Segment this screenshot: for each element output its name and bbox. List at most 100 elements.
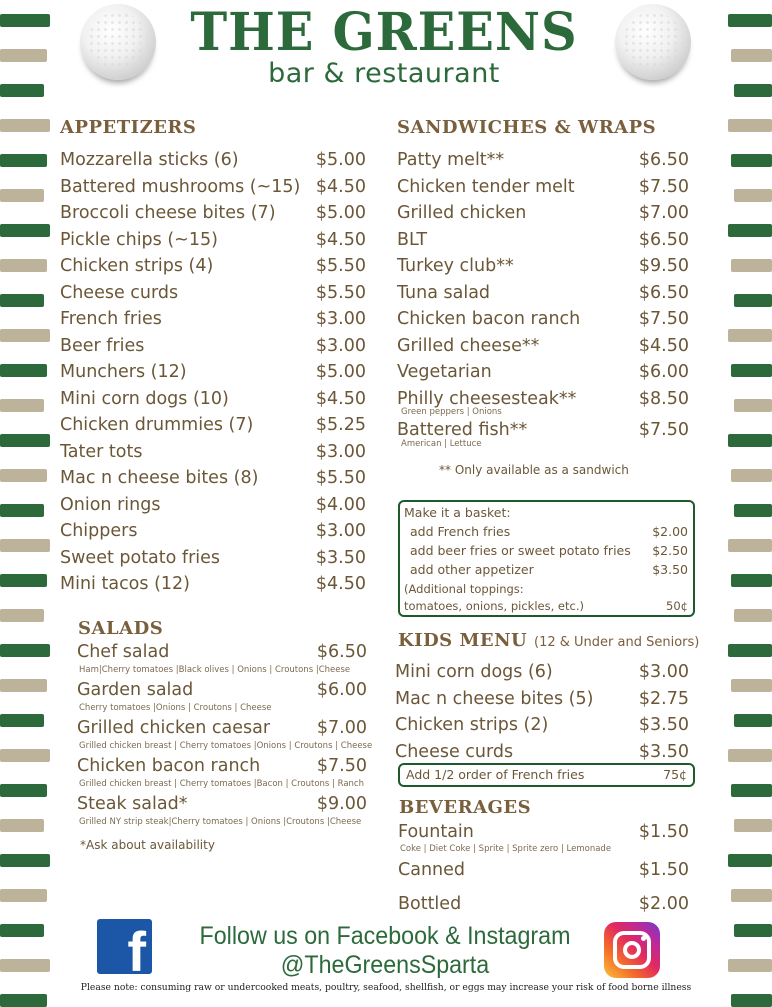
- item-name: Mac n cheese bites (8): [60, 468, 259, 488]
- menu-item: Chippers $3.00: [60, 518, 366, 545]
- menu-item: French fries $3.00: [60, 306, 366, 333]
- stripe-decoration: [728, 854, 772, 867]
- item-description: Green peppers | Onions: [401, 407, 502, 417]
- item-name: Fountain: [398, 822, 474, 842]
- menu-item-row: Chicken drummies (7) $5.25: [60, 412, 366, 439]
- menu-item-row: Grilled chicken $7.00: [397, 200, 689, 227]
- menu-item: Onion rings $4.00: [60, 492, 366, 519]
- menu-item-row: Grilled chicken caesar $7.00: [77, 716, 367, 740]
- menu-item: Chicken bacon ranch $7.50: [397, 306, 689, 333]
- item-price: $3.50: [652, 562, 688, 577]
- stripe-decoration: [734, 189, 772, 202]
- stripe-decoration: [731, 994, 772, 1007]
- salads-heading: SALADS: [78, 618, 164, 639]
- menu-item-row: Vegetarian $6.00: [397, 359, 689, 386]
- restaurant-title: THE GREENS: [190, 2, 578, 63]
- sandwiches-heading: SANDWICHES & WRAPS: [397, 117, 657, 138]
- item-price: $4.50: [315, 574, 366, 594]
- menu-item-row: Fountain $1.50: [398, 820, 689, 844]
- menu-item: Steak salad* $9.00 Grilled NY strip steak|…: [77, 792, 367, 828]
- item-price: $3.00: [315, 441, 366, 462]
- item-price: $3.50: [315, 547, 366, 568]
- item-name: Mini corn dogs (6): [395, 662, 553, 682]
- item-name: Steak salad*: [77, 794, 188, 814]
- decorative-stripes-right: [728, 0, 772, 1007]
- menu-item-row: Bottled $2.00: [398, 892, 689, 916]
- stripe-decoration: [734, 714, 772, 727]
- item-name: Philly cheesesteak**: [397, 388, 577, 409]
- item-name: Battered mushrooms (~15): [60, 176, 301, 197]
- social-follow: Follow us on Facebook & Instagram @TheGr…: [185, 922, 585, 980]
- stripe-decoration: [731, 679, 772, 692]
- stripe-decoration: [0, 924, 44, 937]
- menu-item: Battered fish** $7.50 American | Lettuce: [397, 417, 689, 449]
- stripe-decoration: [731, 259, 772, 272]
- stripe-decoration: [0, 259, 47, 272]
- item-description: Coke | Diet Coke | Sprite | Sprite zero …: [400, 844, 612, 854]
- menu-item-row: BLT $6.50: [397, 227, 689, 254]
- social-handle[interactable]: @TheGreensSparta: [280, 951, 490, 979]
- item-price: $7.00: [316, 718, 367, 738]
- menu-item: Mac n cheese bites (5) $2.75: [395, 686, 689, 713]
- item-description: Grilled NY strip steak|Cherry tomatoes |…: [79, 817, 362, 827]
- stripe-decoration: [0, 994, 47, 1007]
- stripe-decoration: [0, 154, 47, 167]
- stripe-decoration: [0, 959, 50, 972]
- stripe-decoration: [0, 434, 50, 447]
- stripe-decoration: [0, 784, 47, 797]
- stripe-decoration: [0, 329, 50, 342]
- item-name: Vegetarian: [397, 362, 492, 382]
- menu-item-row: add beer fries or sweet potato fries $2.5…: [404, 541, 688, 560]
- item-name: Chicken strips (2): [395, 715, 549, 735]
- menu-item-row: Sweet potato fries $3.50: [60, 545, 366, 572]
- stripe-decoration: [734, 84, 772, 97]
- menu-item-row: French fries $3.00: [60, 306, 366, 333]
- stripe-decoration: [728, 749, 772, 762]
- menu-item-row: Chicken bacon ranch $7.50: [77, 754, 367, 778]
- item-price: $5.00: [315, 362, 366, 382]
- item-price: $6.50: [638, 229, 689, 250]
- facebook-icon[interactable]: f: [97, 919, 152, 974]
- item-price: $3.00: [638, 662, 689, 682]
- item-name: Mini tacos (12): [60, 574, 190, 594]
- menu-item: Chef salad $6.50 Ham|Cherry tomatoes |Blac…: [77, 640, 367, 676]
- stripe-decoration: [0, 364, 47, 377]
- stripe-decoration: [0, 714, 44, 727]
- stripe-decoration: [728, 119, 772, 132]
- item-name: Mac n cheese bites (5): [395, 688, 594, 709]
- stripe-decoration: [0, 49, 47, 62]
- item-price: $3.00: [315, 335, 366, 356]
- stripe-decoration: [728, 644, 772, 657]
- stripe-decoration: [734, 924, 772, 937]
- item-name: Grilled chicken: [397, 203, 527, 223]
- golf-ball-icon: [80, 4, 156, 80]
- stripe-decoration: [731, 784, 772, 797]
- item-price: $5.50: [315, 282, 366, 303]
- item-price: $2.00: [638, 894, 689, 914]
- menu-item-row: Tuna salad $6.50: [397, 280, 689, 307]
- sandwich-only-note: ** Only available as a sandwich: [439, 463, 629, 477]
- item-price: $6.00: [638, 362, 689, 382]
- instagram-icon[interactable]: [604, 922, 660, 978]
- appetizers-heading: APPETIZERS: [60, 117, 197, 138]
- item-price: $3.00: [315, 309, 366, 329]
- golf-ball-icon: [615, 4, 691, 80]
- menu-item-row: Battered mushrooms (~15) $4.50: [60, 174, 366, 201]
- item-name: Turkey club**: [397, 256, 514, 276]
- menu-item-row: Chippers $3.00: [60, 518, 366, 545]
- menu-item: Chicken bacon ranch $7.50 Grilled chicken …: [77, 754, 367, 790]
- menu-item: Bottled $2.00: [398, 892, 689, 916]
- restaurant-subtitle: bar & restaurant: [268, 58, 500, 89]
- menu-item: Tuna salad $6.50: [397, 280, 689, 307]
- item-price: $1.50: [638, 860, 689, 880]
- menu-item: add other appetizer $3.50: [404, 560, 688, 579]
- menu-item: Beer fries $3.00: [60, 333, 366, 360]
- item-name: Mini corn dogs (10): [60, 388, 229, 409]
- menu-item-row: Battered fish** $7.50: [397, 417, 689, 444]
- menu-item-row: Chef salad $6.50: [77, 640, 367, 664]
- stripe-decoration: [734, 504, 772, 517]
- menu-item-row: Mozzarella sticks (6) $5.00: [60, 147, 366, 174]
- item-name: Cheese curds: [60, 282, 179, 303]
- item-price: $3.00: [315, 521, 366, 541]
- menu-item: Vegetarian $6.00: [397, 359, 689, 386]
